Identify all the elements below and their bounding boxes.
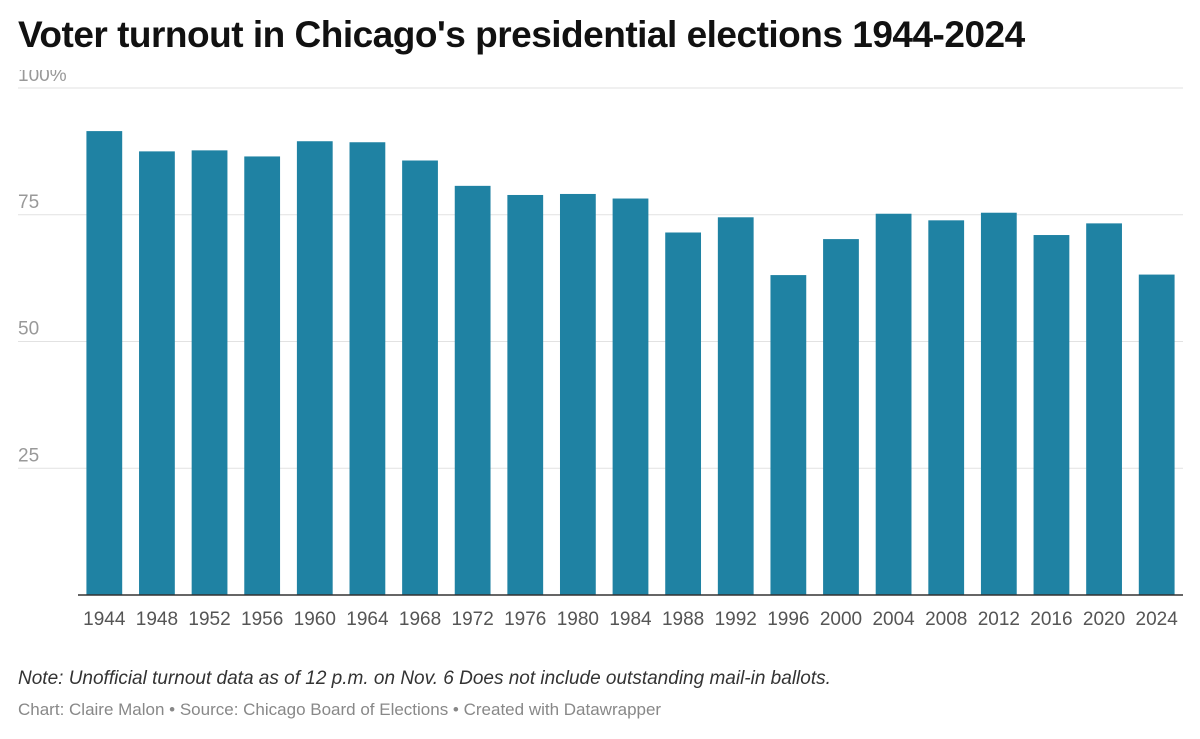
chart-note: Note: Unofficial turnout data as of 12 p…: [18, 668, 831, 689]
x-tick-label: 1972: [452, 609, 494, 630]
bar-2024: [1138, 274, 1175, 595]
bar-1988: [665, 232, 702, 595]
x-tick-label: 1968: [399, 609, 441, 630]
x-tick-label: 2016: [1030, 609, 1072, 630]
y-tick-label: 100%: [18, 70, 67, 86]
x-tick-label: 1984: [609, 609, 652, 630]
x-tick-label: 1980: [557, 609, 599, 630]
bar-1964: [349, 142, 386, 595]
x-tick-label: 2008: [925, 609, 967, 630]
bar-2000: [823, 239, 859, 595]
bar-1956: [244, 156, 281, 595]
x-tick-label: 1960: [294, 609, 336, 630]
bar-1996: [770, 275, 807, 595]
bar-2016: [1033, 235, 1070, 595]
bar-2020: [1086, 223, 1122, 595]
bar-1992: [717, 217, 754, 595]
x-tick-label: 2024: [1136, 609, 1179, 630]
x-tick-label: 1944: [83, 609, 126, 630]
x-tick-label: 2004: [872, 609, 915, 630]
bar-2008: [928, 220, 965, 595]
bar-1976: [507, 194, 544, 595]
chart-title: Voter turnout in Chicago's presidential …: [18, 14, 1025, 55]
bar-1960: [296, 141, 333, 596]
x-tick-label: 1948: [136, 609, 178, 630]
x-tick-label: 1996: [767, 609, 809, 630]
bar-2012: [980, 212, 1017, 596]
bar-1948: [139, 151, 175, 595]
x-tick-label: 2012: [978, 609, 1020, 630]
bar-2004: [875, 213, 912, 595]
bar-1968: [402, 160, 438, 595]
y-tick-label: 25: [18, 445, 39, 466]
bar-1984: [612, 198, 649, 595]
bar-1972: [454, 185, 491, 595]
bar-1980: [559, 193, 596, 595]
x-tick-label: 1992: [715, 609, 757, 630]
chart-credits: Chart: Claire Malon • Source: Chicago Bo…: [18, 700, 662, 719]
x-tick-label: 1964: [346, 609, 389, 630]
bar-1944: [86, 131, 123, 595]
bars: [86, 131, 1175, 596]
x-tick-label: 1988: [662, 609, 704, 630]
y-tick-label: 75: [18, 192, 39, 213]
x-tick-label: 1952: [188, 609, 230, 630]
x-tick-label: 1956: [241, 609, 283, 630]
x-tick-label: 1976: [504, 609, 546, 630]
axes: 1944 1948 1952 1956 1960 1964 1968 1972 1976 1980…: [78, 594, 1183, 630]
bar-1952: [191, 150, 228, 595]
y-tick-label: 50: [18, 319, 39, 340]
x-tick-label: 2020: [1083, 609, 1125, 630]
x-tick-label: 2000: [820, 609, 862, 630]
